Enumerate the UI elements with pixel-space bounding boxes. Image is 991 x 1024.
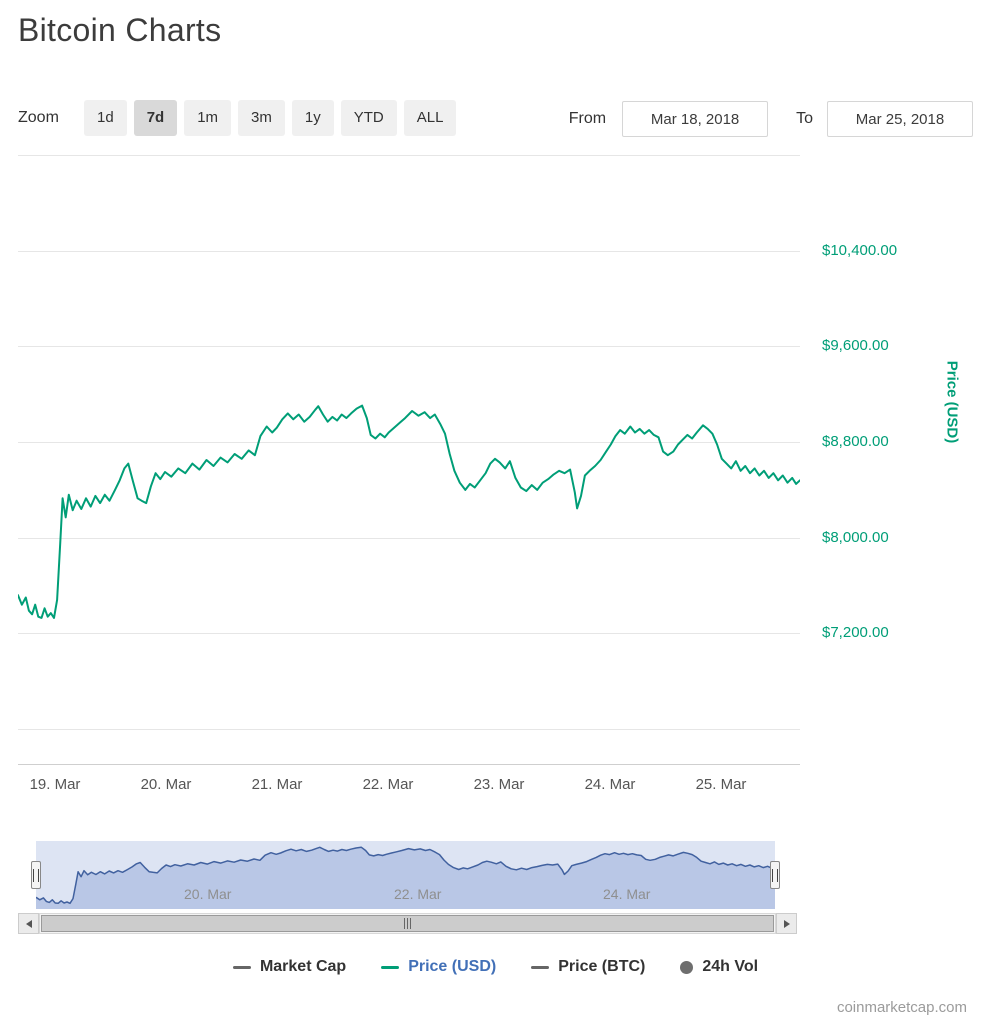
zoom-button-1y[interactable]: 1y [291, 100, 334, 136]
x-axis-label: 19. Mar [29, 776, 81, 793]
watermark: coinmarketcap.com [836, 999, 967, 1016]
legend-item-price-btc[interactable]: Price (BTC) [531, 958, 645, 976]
to-date-input[interactable] [827, 101, 973, 137]
x-axis-label: 25. Mar [695, 776, 747, 793]
scrollbar-grip-icon [404, 918, 411, 929]
y-axis-label: $9,600.00 [822, 337, 889, 355]
zoom-label: Zoom [18, 109, 59, 126]
scrollbar[interactable] [18, 913, 797, 934]
navigator-left-handle[interactable] [31, 861, 41, 889]
legend-label: Price (USD) [408, 958, 497, 975]
x-axis-label: 21. Mar [251, 776, 303, 793]
legend-label: 24h Vol [702, 958, 759, 975]
legend-item-market-cap[interactable]: Market Cap [232, 958, 347, 976]
navigator-chart-svg[interactable]: 20. Mar 22. Mar 24. Mar [35, 841, 776, 909]
page-title: Bitcoin Charts [18, 12, 222, 48]
scrollbar-thumb[interactable] [41, 915, 774, 932]
zoom-button-ytd[interactable]: YTD [340, 100, 397, 136]
scrollbar-track[interactable] [39, 913, 776, 934]
legend-label: Price (BTC) [558, 958, 646, 975]
price-chart-svg[interactable] [18, 155, 800, 765]
navigator-right-handle[interactable] [770, 861, 780, 889]
navigator-axis-label: 22. Mar [394, 886, 442, 902]
zoom-button-7d[interactable]: 7d [133, 100, 178, 136]
date-range-controls: From To [569, 100, 973, 138]
navigator[interactable]: 20. Mar 22. Mar 24. Mar [31, 841, 780, 909]
x-axis-labels: 19. Mar 20. Mar 21. Mar 22. Mar 23. Mar 24. M… [18, 776, 800, 798]
navigator-line [35, 846, 776, 905]
x-axis-label: 24. Mar [584, 776, 636, 793]
legend: Market Cap Price (USD) Price (BTC) 24h V… [0, 958, 991, 976]
navigator-axis-label: 24. Mar [603, 886, 651, 902]
y-axis-label: $8,800.00 [822, 433, 889, 451]
price-btc-dash-icon [531, 965, 550, 969]
volume-circle-icon [680, 960, 694, 974]
navigator-area [36, 847, 775, 909]
legend-item-24h-vol[interactable]: 24h Vol [680, 958, 758, 976]
zoom-button-1d[interactable]: 1d [84, 100, 127, 136]
zoom-button-group: 1d 7d 1m 3m 1y YTD ALL [84, 100, 457, 136]
x-axis-label: 22. Mar [362, 776, 414, 793]
y-axis-title: Price (USD) [943, 360, 961, 444]
zoom-button-1m[interactable]: 1m [184, 100, 232, 136]
navigator-axis-label: 20. Mar [184, 886, 232, 902]
scrollbar-right-button[interactable] [776, 913, 797, 934]
scrollbar-left-button[interactable] [18, 913, 39, 934]
price-chart-plot-area[interactable] [18, 155, 800, 765]
left-arrow-icon [25, 919, 32, 928]
legend-item-price-usd[interactable]: Price (USD) [381, 958, 496, 976]
y-axis-label: $7,200.00 [822, 624, 889, 642]
from-label: From [568, 110, 607, 127]
x-axis-label: 23. Mar [473, 776, 525, 793]
y-axis-label: $8,000.00 [822, 528, 889, 546]
to-label: To [796, 110, 813, 127]
zoom-button-all[interactable]: ALL [403, 100, 457, 136]
price-usd-dash-icon [381, 965, 400, 969]
y-axis-labels: $7,200.00 $8,000.00 $8,800.00 $9,600.00 $10,… [822, 155, 952, 765]
price-usd-line [18, 404, 800, 619]
x-axis-label: 20. Mar [140, 776, 192, 793]
market-cap-dash-icon [232, 965, 251, 969]
right-arrow-icon [783, 919, 790, 928]
y-axis-label: $10,400.00 [822, 241, 898, 259]
legend-label: Market Cap [259, 958, 347, 975]
from-date-input[interactable] [622, 101, 769, 137]
zoom-button-3m[interactable]: 3m [238, 100, 285, 136]
